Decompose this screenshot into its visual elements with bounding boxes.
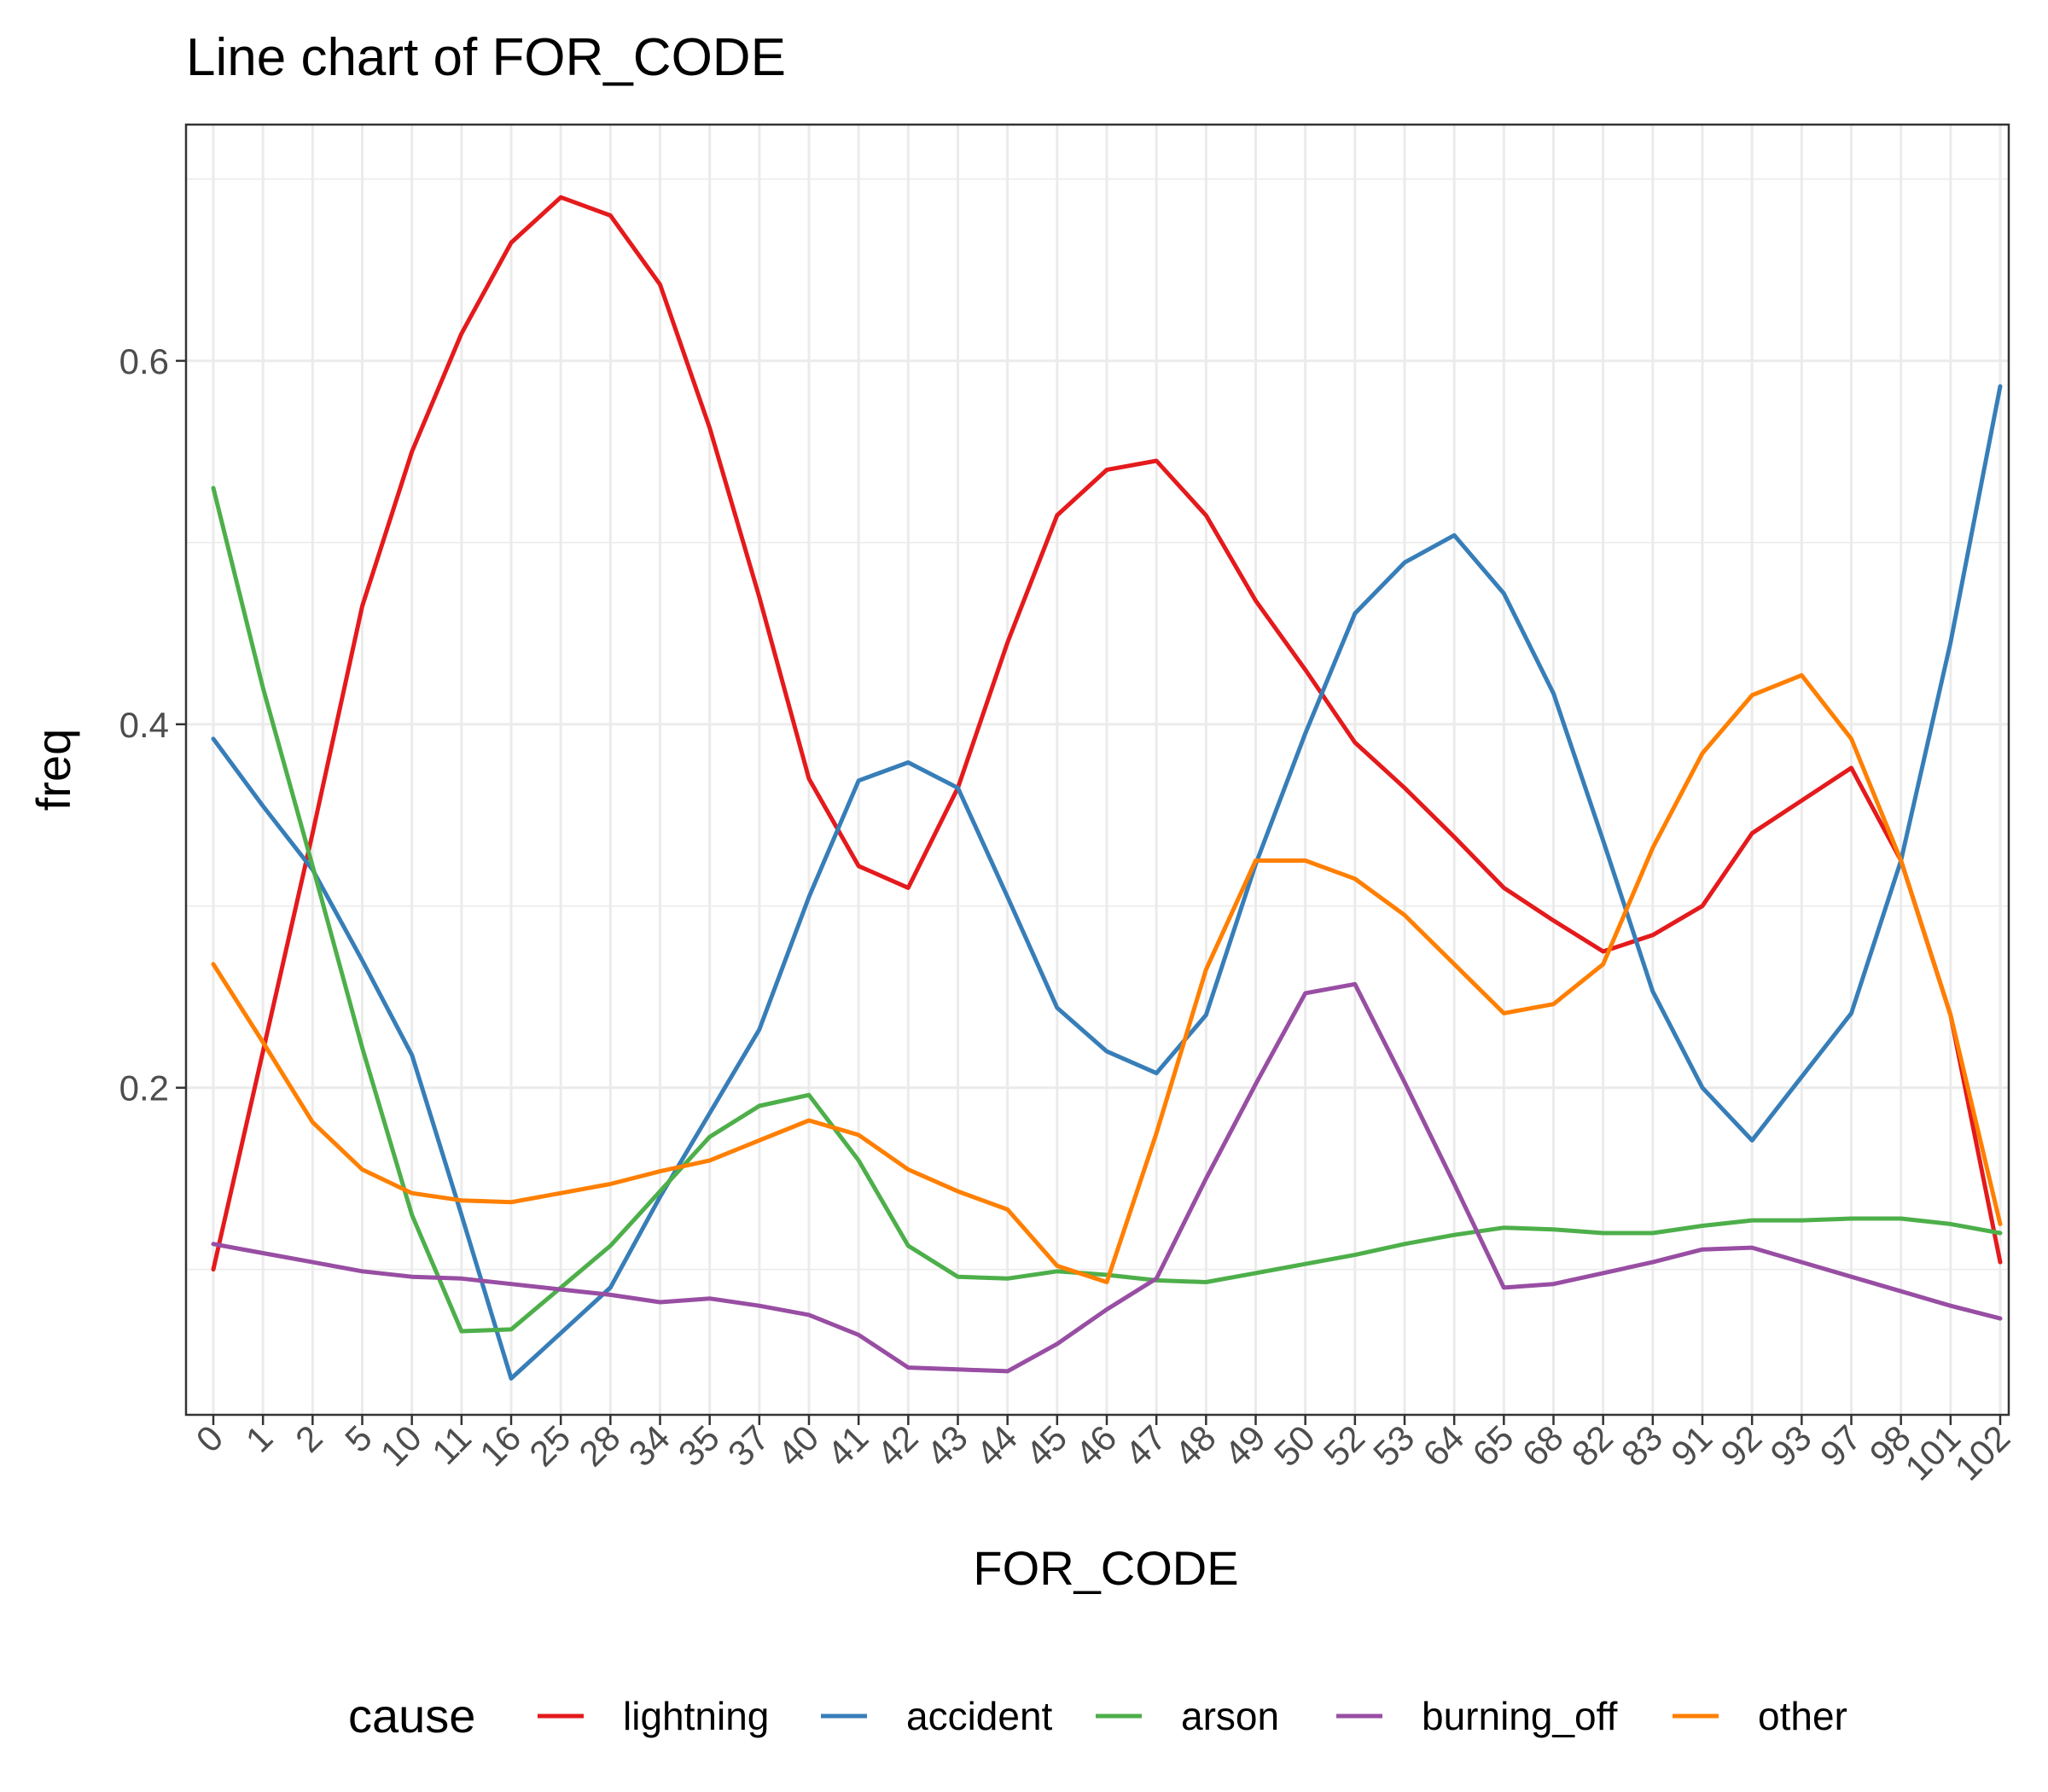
series-line-accident <box>211 384 2003 1381</box>
series-lines <box>211 195 2003 1381</box>
series-line-arson <box>211 486 2003 1334</box>
legend-label-accident: accident <box>906 1694 1053 1738</box>
chart-title: Line chart of FOR_CODE <box>186 28 786 87</box>
y-tick-label: 0.2 <box>119 1068 169 1108</box>
legend-label-burning_off: burning_off <box>1422 1694 1618 1738</box>
series-line-other <box>211 672 2003 1284</box>
y-axis: 0.2 0.4 0.6 <box>119 341 186 1108</box>
series-line-lightning <box>211 195 2003 1272</box>
y-tick-label: 0.6 <box>119 341 169 381</box>
legend-title: cause <box>348 1689 475 1743</box>
plot-border <box>184 123 2010 1417</box>
legend-label-lightning: lightning <box>623 1694 769 1738</box>
legend-label-other: other <box>1758 1694 1847 1738</box>
series-line-burning_off <box>211 981 2003 1374</box>
y-tick-label: 0.4 <box>119 705 169 745</box>
y-axis-title: freq <box>26 729 80 812</box>
legend-label-arson: arson <box>1181 1694 1279 1738</box>
x-axis-title: FOR_CODE <box>973 1541 1238 1595</box>
legend: cause lightning accident arson burning_off o… <box>348 1689 1847 1743</box>
